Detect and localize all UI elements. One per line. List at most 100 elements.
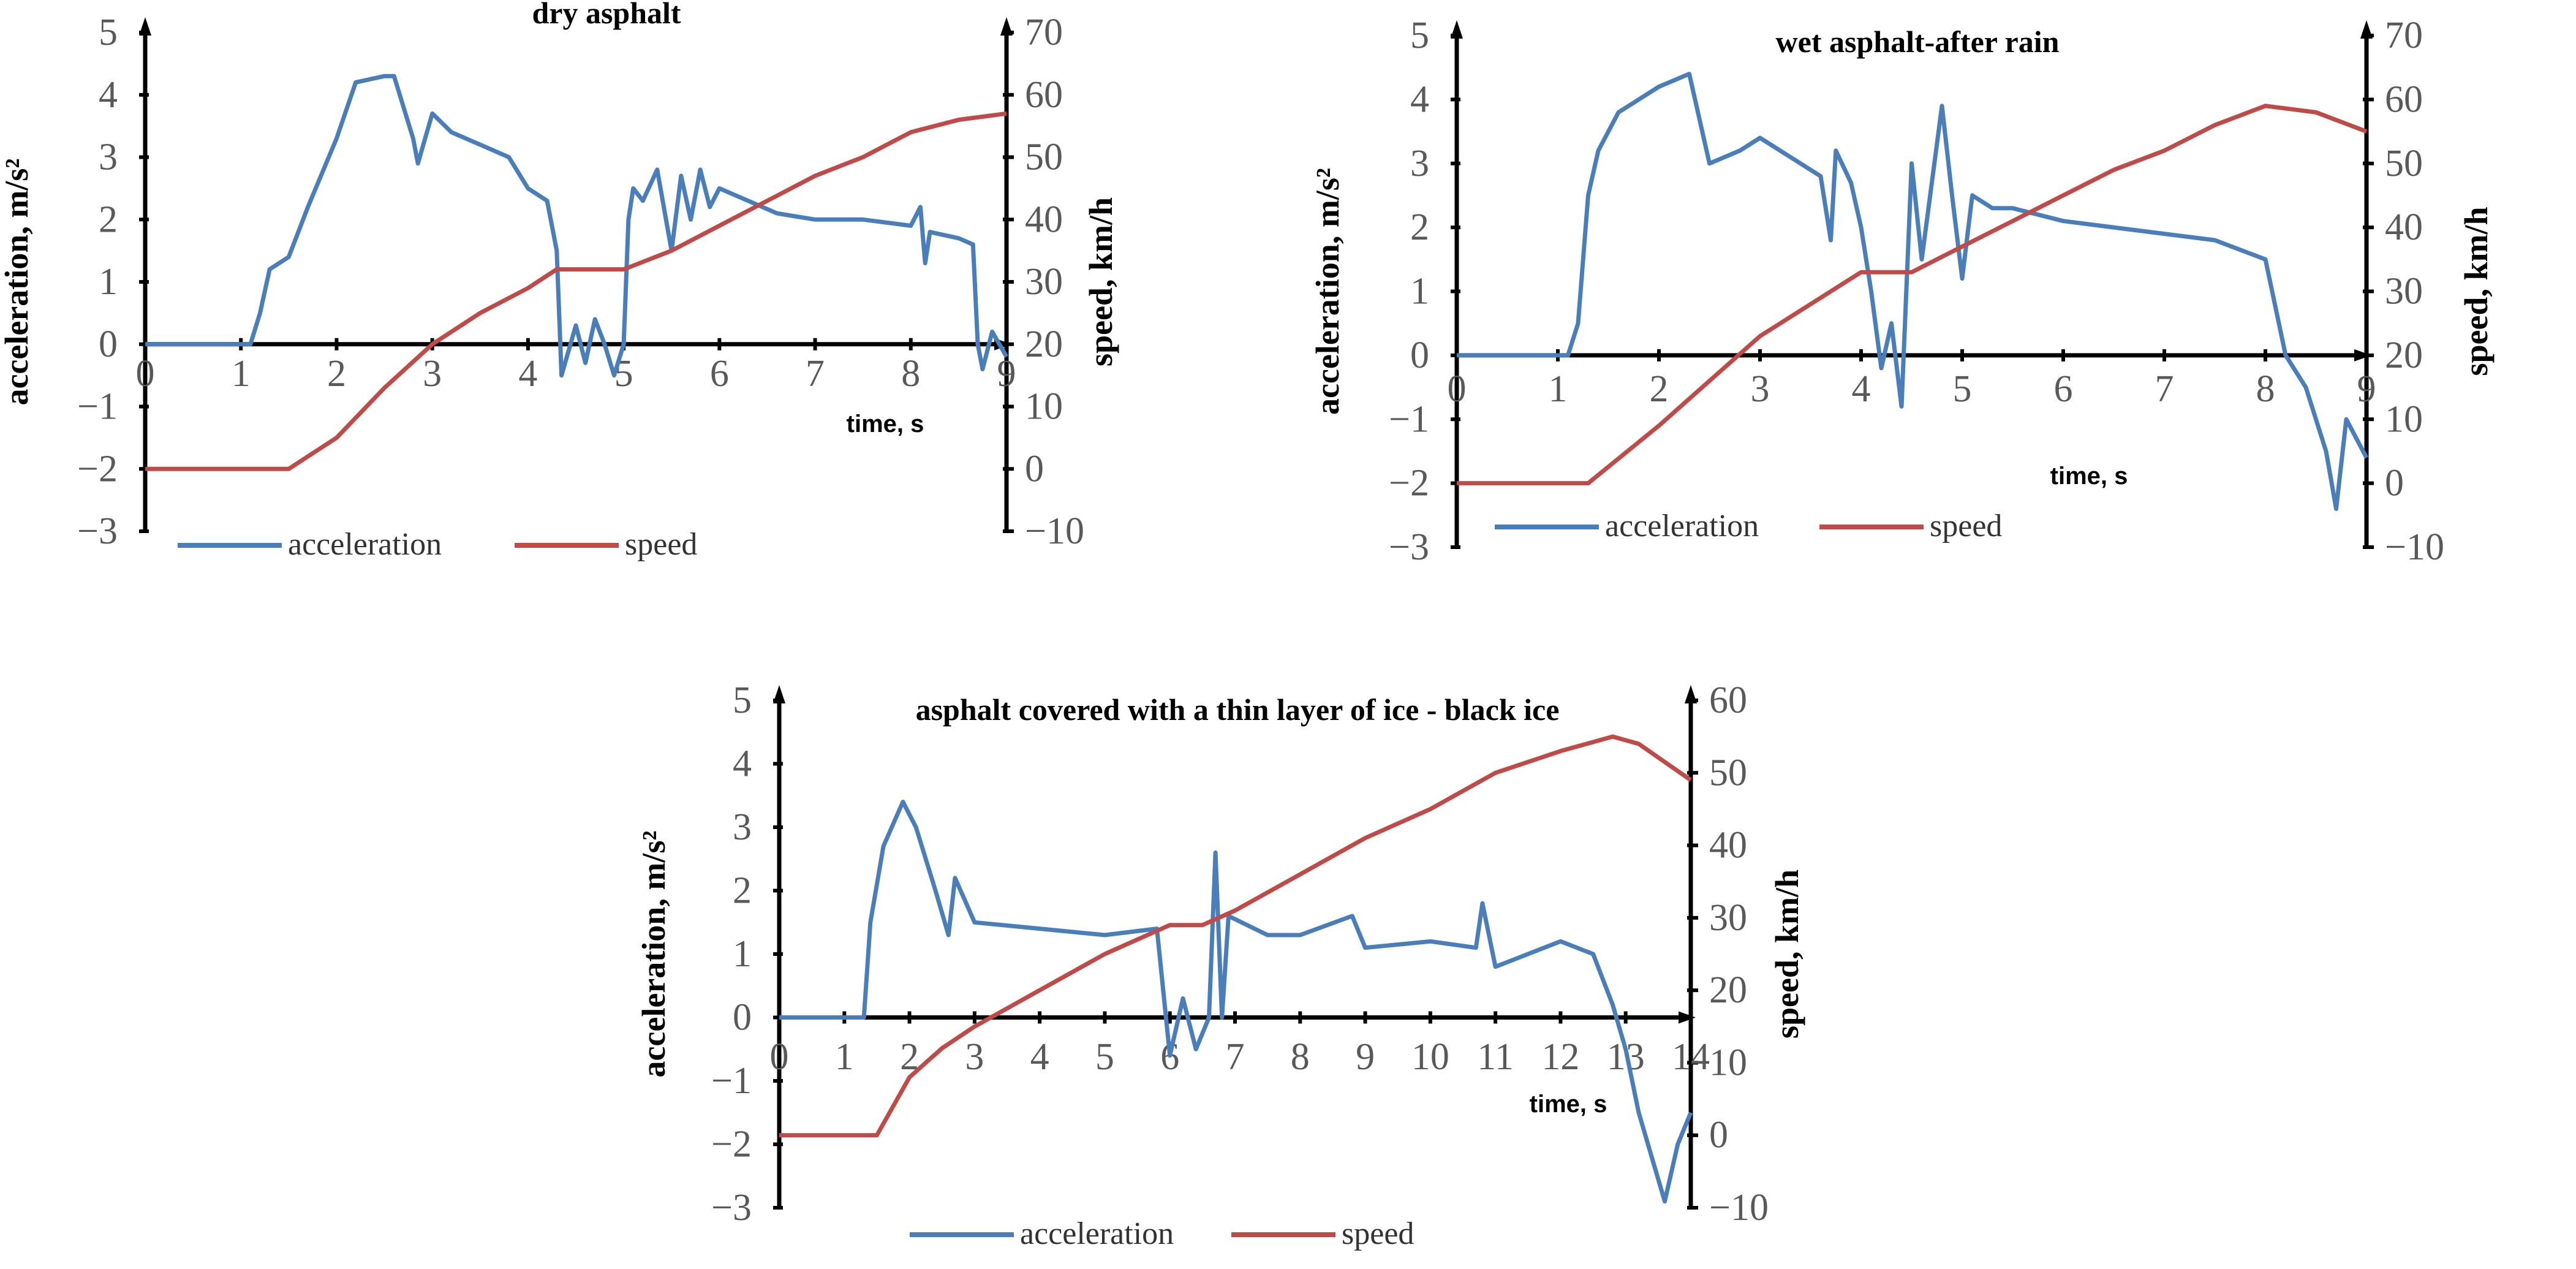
legend: acceleration speed <box>910 1216 1414 1251</box>
y-tick-label: 2 <box>733 870 752 912</box>
y2-tick-label: 0 <box>1025 448 1044 490</box>
y-tick-label: 4 <box>99 74 118 116</box>
x-tick-label: 9 <box>997 353 1016 395</box>
y-tick-label: 1 <box>733 933 752 975</box>
y-axis-label: acceleration, m/s² <box>1309 168 1346 415</box>
y2-tick-label: 20 <box>1709 969 1747 1011</box>
x-tick-label: 1 <box>232 353 251 395</box>
x-tick-label: 1 <box>835 1036 854 1078</box>
x-tick-label: 1 <box>1549 368 1568 410</box>
legend-label: acceleration <box>1605 509 1759 544</box>
legend-label: speed <box>625 527 697 562</box>
y2-tick-label: 20 <box>1025 324 1063 365</box>
x-tick-label: 3 <box>423 353 442 395</box>
x-tick-label: 3 <box>965 1036 984 1078</box>
y2-axis-label: speed, km/h <box>1769 869 1805 1039</box>
y2-tick-label: 70 <box>1025 12 1063 53</box>
y2-tick-label: 70 <box>2385 15 2423 56</box>
y2-tick-label: 10 <box>1025 386 1063 428</box>
legend-label: acceleration <box>288 527 442 562</box>
x-tick-label: 0 <box>136 353 155 395</box>
x-tick-label: 6 <box>710 353 729 395</box>
y-tick-label: 3 <box>733 806 752 848</box>
y2-tick-label: 30 <box>2385 271 2423 313</box>
y-tick-label: 2 <box>99 199 118 240</box>
x-tick-label: 0 <box>1448 368 1467 410</box>
y2-tick-label: −10 <box>1709 1187 1769 1229</box>
y2-tick-label: 10 <box>1709 1042 1747 1083</box>
y-tick-label: 1 <box>99 261 118 303</box>
x-tick-label: 7 <box>1226 1036 1245 1078</box>
x-tick-label: 7 <box>806 353 825 395</box>
y2-tick-label: 60 <box>2385 78 2423 120</box>
y-tick-label: −2 <box>77 448 118 490</box>
y2-axis-label: speed, km/h <box>2458 206 2495 376</box>
chart-title: dry asphalt <box>532 0 681 30</box>
y-tick-label: 0 <box>733 997 752 1039</box>
y-tick-label: −1 <box>77 386 118 428</box>
speed-series <box>779 734 1692 1138</box>
y2-tick-label: 60 <box>1025 74 1063 116</box>
legend: acceleration speed <box>1495 509 2002 544</box>
y-axis-label: acceleration, m/s² <box>0 158 35 405</box>
y-tick-label: 3 <box>99 137 118 178</box>
y2-tick-label: 10 <box>2385 398 2423 440</box>
y2-tick-label: 40 <box>2385 206 2423 248</box>
x-tick-label: 8 <box>1291 1036 1310 1078</box>
y-tick-label: 5 <box>99 12 118 53</box>
y2-tick-label: 40 <box>1025 199 1063 240</box>
x-axis-label: time, s <box>847 411 924 438</box>
acceleration-series <box>145 74 1009 378</box>
x-tick-label: 8 <box>2256 368 2275 410</box>
y-tick-label: 5 <box>733 680 752 721</box>
y-tick-label: −1 <box>1389 398 1429 440</box>
y2-tick-label: 30 <box>1025 261 1063 303</box>
x-tick-label: 3 <box>1751 368 1770 410</box>
x-tick-label: 4 <box>1852 368 1871 410</box>
x-tick-label: 4 <box>518 353 537 395</box>
x-tick-label: 4 <box>1030 1036 1049 1078</box>
legend-label: speed <box>1930 509 2002 544</box>
y2-tick-label: 50 <box>2385 143 2423 184</box>
acceleration-series <box>779 800 1693 1204</box>
x-tick-label: 7 <box>2155 368 2174 410</box>
x-axis-label: time, s <box>2050 463 2128 490</box>
x-tick-label: 6 <box>2054 368 2073 410</box>
y2-tick-label: 60 <box>1709 680 1747 721</box>
x-tick-label: 0 <box>770 1036 789 1078</box>
y-tick-label: −3 <box>711 1187 752 1229</box>
y2-axis-label: speed, km/h <box>1082 197 1119 366</box>
x-tick-label: 11 <box>1477 1036 1514 1078</box>
y2-tick-label: 30 <box>1709 897 1747 939</box>
legend: acceleration speed <box>178 527 697 562</box>
y-tick-label: 1 <box>1410 271 1429 313</box>
y-tick-label: 3 <box>1410 143 1429 184</box>
legend-label: speed <box>1342 1216 1414 1251</box>
legend-label: acceleration <box>1020 1216 1174 1251</box>
y-tick-label: −3 <box>1389 526 1429 568</box>
x-tick-label: 10 <box>1411 1036 1449 1078</box>
y2-tick-label: 50 <box>1709 752 1747 794</box>
y2-tick-label: −10 <box>2385 526 2444 568</box>
x-axis-label: time, s <box>1530 1091 1607 1118</box>
y2-tick-label: 20 <box>2385 335 2423 376</box>
y-tick-label: −3 <box>77 510 118 552</box>
x-axis-arrow-icon <box>1679 1011 1696 1024</box>
y2-tick-label: 0 <box>2385 463 2404 504</box>
chart-title: asphalt covered with a thin layer of ice… <box>916 692 1560 727</box>
x-tick-label: 2 <box>1650 368 1669 410</box>
y-tick-label: −1 <box>711 1060 752 1102</box>
y2-tick-label: 0 <box>1709 1115 1728 1156</box>
y-tick-label: 5 <box>1410 15 1429 56</box>
speed-series <box>1457 104 2368 486</box>
x-tick-label: 5 <box>1095 1036 1114 1078</box>
x-tick-label: 9 <box>2357 368 2376 410</box>
x-tick-label: 9 <box>1356 1036 1375 1078</box>
y-tick-label: 0 <box>99 324 118 365</box>
y2-tick-label: −10 <box>1025 510 1084 552</box>
